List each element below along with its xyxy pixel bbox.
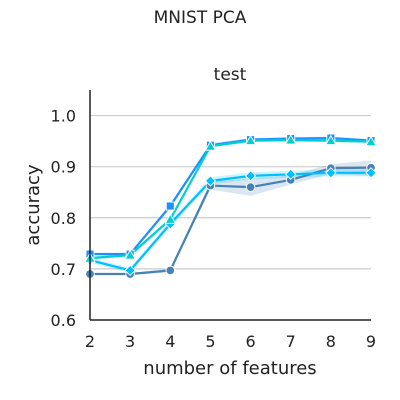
series-4-line <box>89 138 372 260</box>
series-3-point <box>124 264 136 277</box>
series-3-point <box>204 175 217 187</box>
y-tick-label: 1.0 <box>51 107 76 126</box>
y-tick-label: 0.6 <box>51 311 76 330</box>
x-tick-label: 3 <box>125 332 135 351</box>
series-lines <box>89 136 372 276</box>
series-1-point <box>165 265 176 276</box>
y-tick-label: 0.9 <box>51 158 76 177</box>
x-tick-label: 6 <box>245 332 255 351</box>
series-3-point <box>285 168 297 180</box>
x-axis-label: number of features <box>143 358 316 379</box>
series-4-point <box>284 134 297 145</box>
series-4-point <box>164 213 177 224</box>
grid <box>90 114 371 270</box>
series-markers <box>84 133 377 279</box>
x-tick-label: 9 <box>366 332 376 351</box>
y-tick-labels: 0.6 0.7 0.8 0.9 1.0 <box>51 107 76 330</box>
series-2-band <box>90 136 371 256</box>
y-tick-label: 0.7 <box>51 260 76 279</box>
series-4-point <box>244 134 257 146</box>
y-axis-label: accuracy <box>23 164 44 246</box>
series-3-point <box>365 167 377 179</box>
series-2-point <box>165 201 175 211</box>
x-tick-label: 5 <box>205 332 215 351</box>
x-tick-labels: 2 3 4 5 6 7 8 9 <box>85 332 376 351</box>
series-3-point <box>325 167 337 179</box>
x-tick-label: 7 <box>286 332 296 351</box>
series-4-point <box>325 134 337 146</box>
series-2-line <box>90 136 372 256</box>
series-4-point <box>124 249 136 260</box>
series-4-point <box>365 135 377 147</box>
x-tick-label: 8 <box>326 332 336 351</box>
y-tick-label: 0.8 <box>51 209 76 228</box>
series-3-point <box>244 170 257 182</box>
series-3-line <box>89 171 371 272</box>
chart-suptitle: MNIST PCA <box>154 8 247 28</box>
series-1-point <box>245 182 256 192</box>
x-tick-label: 4 <box>165 332 175 351</box>
axes-spines <box>89 90 371 321</box>
series-1-line <box>90 166 372 276</box>
chart-title: test <box>214 65 247 85</box>
series-4-point <box>204 140 217 151</box>
x-tick-label: 2 <box>85 332 95 351</box>
series-4-band <box>90 138 371 260</box>
